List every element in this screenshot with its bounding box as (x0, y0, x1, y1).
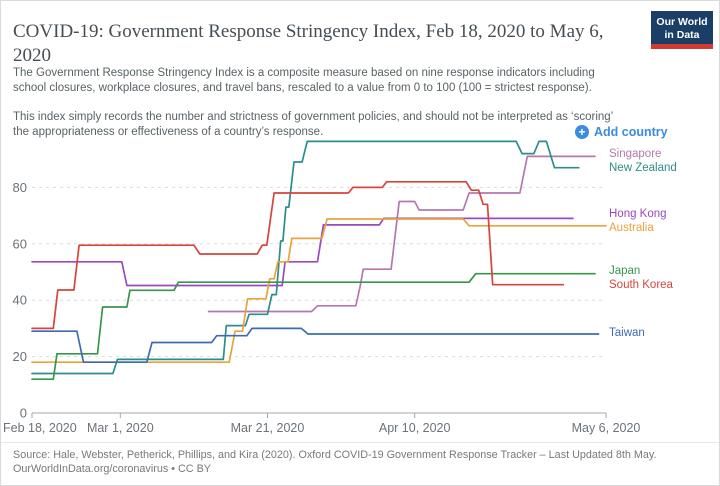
chart-disclaimer: This index simply records the number and… (13, 110, 613, 138)
taiwan-line[interactable] (31, 327, 600, 364)
y-tick-label-80: 80 (13, 180, 27, 195)
new-zealand-line[interactable] (31, 140, 580, 375)
chart-description: The Government Response Stringency Index… (13, 66, 595, 94)
footer-license: OurWorldInData.org/coronavirus • CC BY (13, 463, 211, 475)
japan-line[interactable] (31, 272, 596, 381)
x-tick-label: May 6, 2020 (572, 421, 641, 435)
australia-line[interactable] (31, 218, 607, 364)
y-tick-label-20: 20 (13, 349, 27, 364)
legend-hong-kong[interactable]: Hong Kong (609, 208, 667, 221)
legend-taiwan[interactable]: Taiwan (609, 327, 645, 340)
singapore-line[interactable] (207, 155, 596, 313)
owid-logo: Our World in Data (651, 11, 713, 49)
plus-circle-icon: + (575, 125, 589, 139)
owid-logo-line2: in Data (664, 29, 700, 41)
owid-logo-line1: Our World (656, 16, 708, 28)
legend-new-zealand[interactable]: New Zealand (609, 162, 677, 175)
x-tick-label: Apr 10, 2020 (379, 421, 451, 435)
legend-south-korea[interactable]: South Korea (609, 279, 673, 292)
x-tick-label: Mar 21, 2020 (231, 421, 305, 435)
hong-kong-line[interactable] (31, 217, 574, 287)
add-country-label: Add country (594, 125, 668, 139)
x-tick-label: Feb 18, 2020 (3, 421, 77, 435)
footer: Source: Hale, Webster, Petherick, Philli… (1, 442, 719, 485)
page-title: COVID-19: Government Response Stringency… (13, 20, 604, 66)
legend-singapore[interactable]: Singapore (609, 148, 662, 161)
south-korea-line[interactable] (31, 180, 565, 330)
x-tick-label: Mar 1, 2020 (87, 421, 154, 435)
y-tick-label-60: 60 (13, 236, 27, 251)
y-tick-label-0: 0 (20, 406, 27, 421)
legend-japan[interactable]: Japan (609, 265, 641, 278)
footer-source: Source: Hale, Webster, Petherick, Philli… (13, 449, 657, 461)
add-country-button[interactable]: + Add country (575, 125, 668, 139)
y-tick-label-40: 40 (13, 293, 27, 308)
legend-australia[interactable]: Australia (609, 222, 654, 235)
